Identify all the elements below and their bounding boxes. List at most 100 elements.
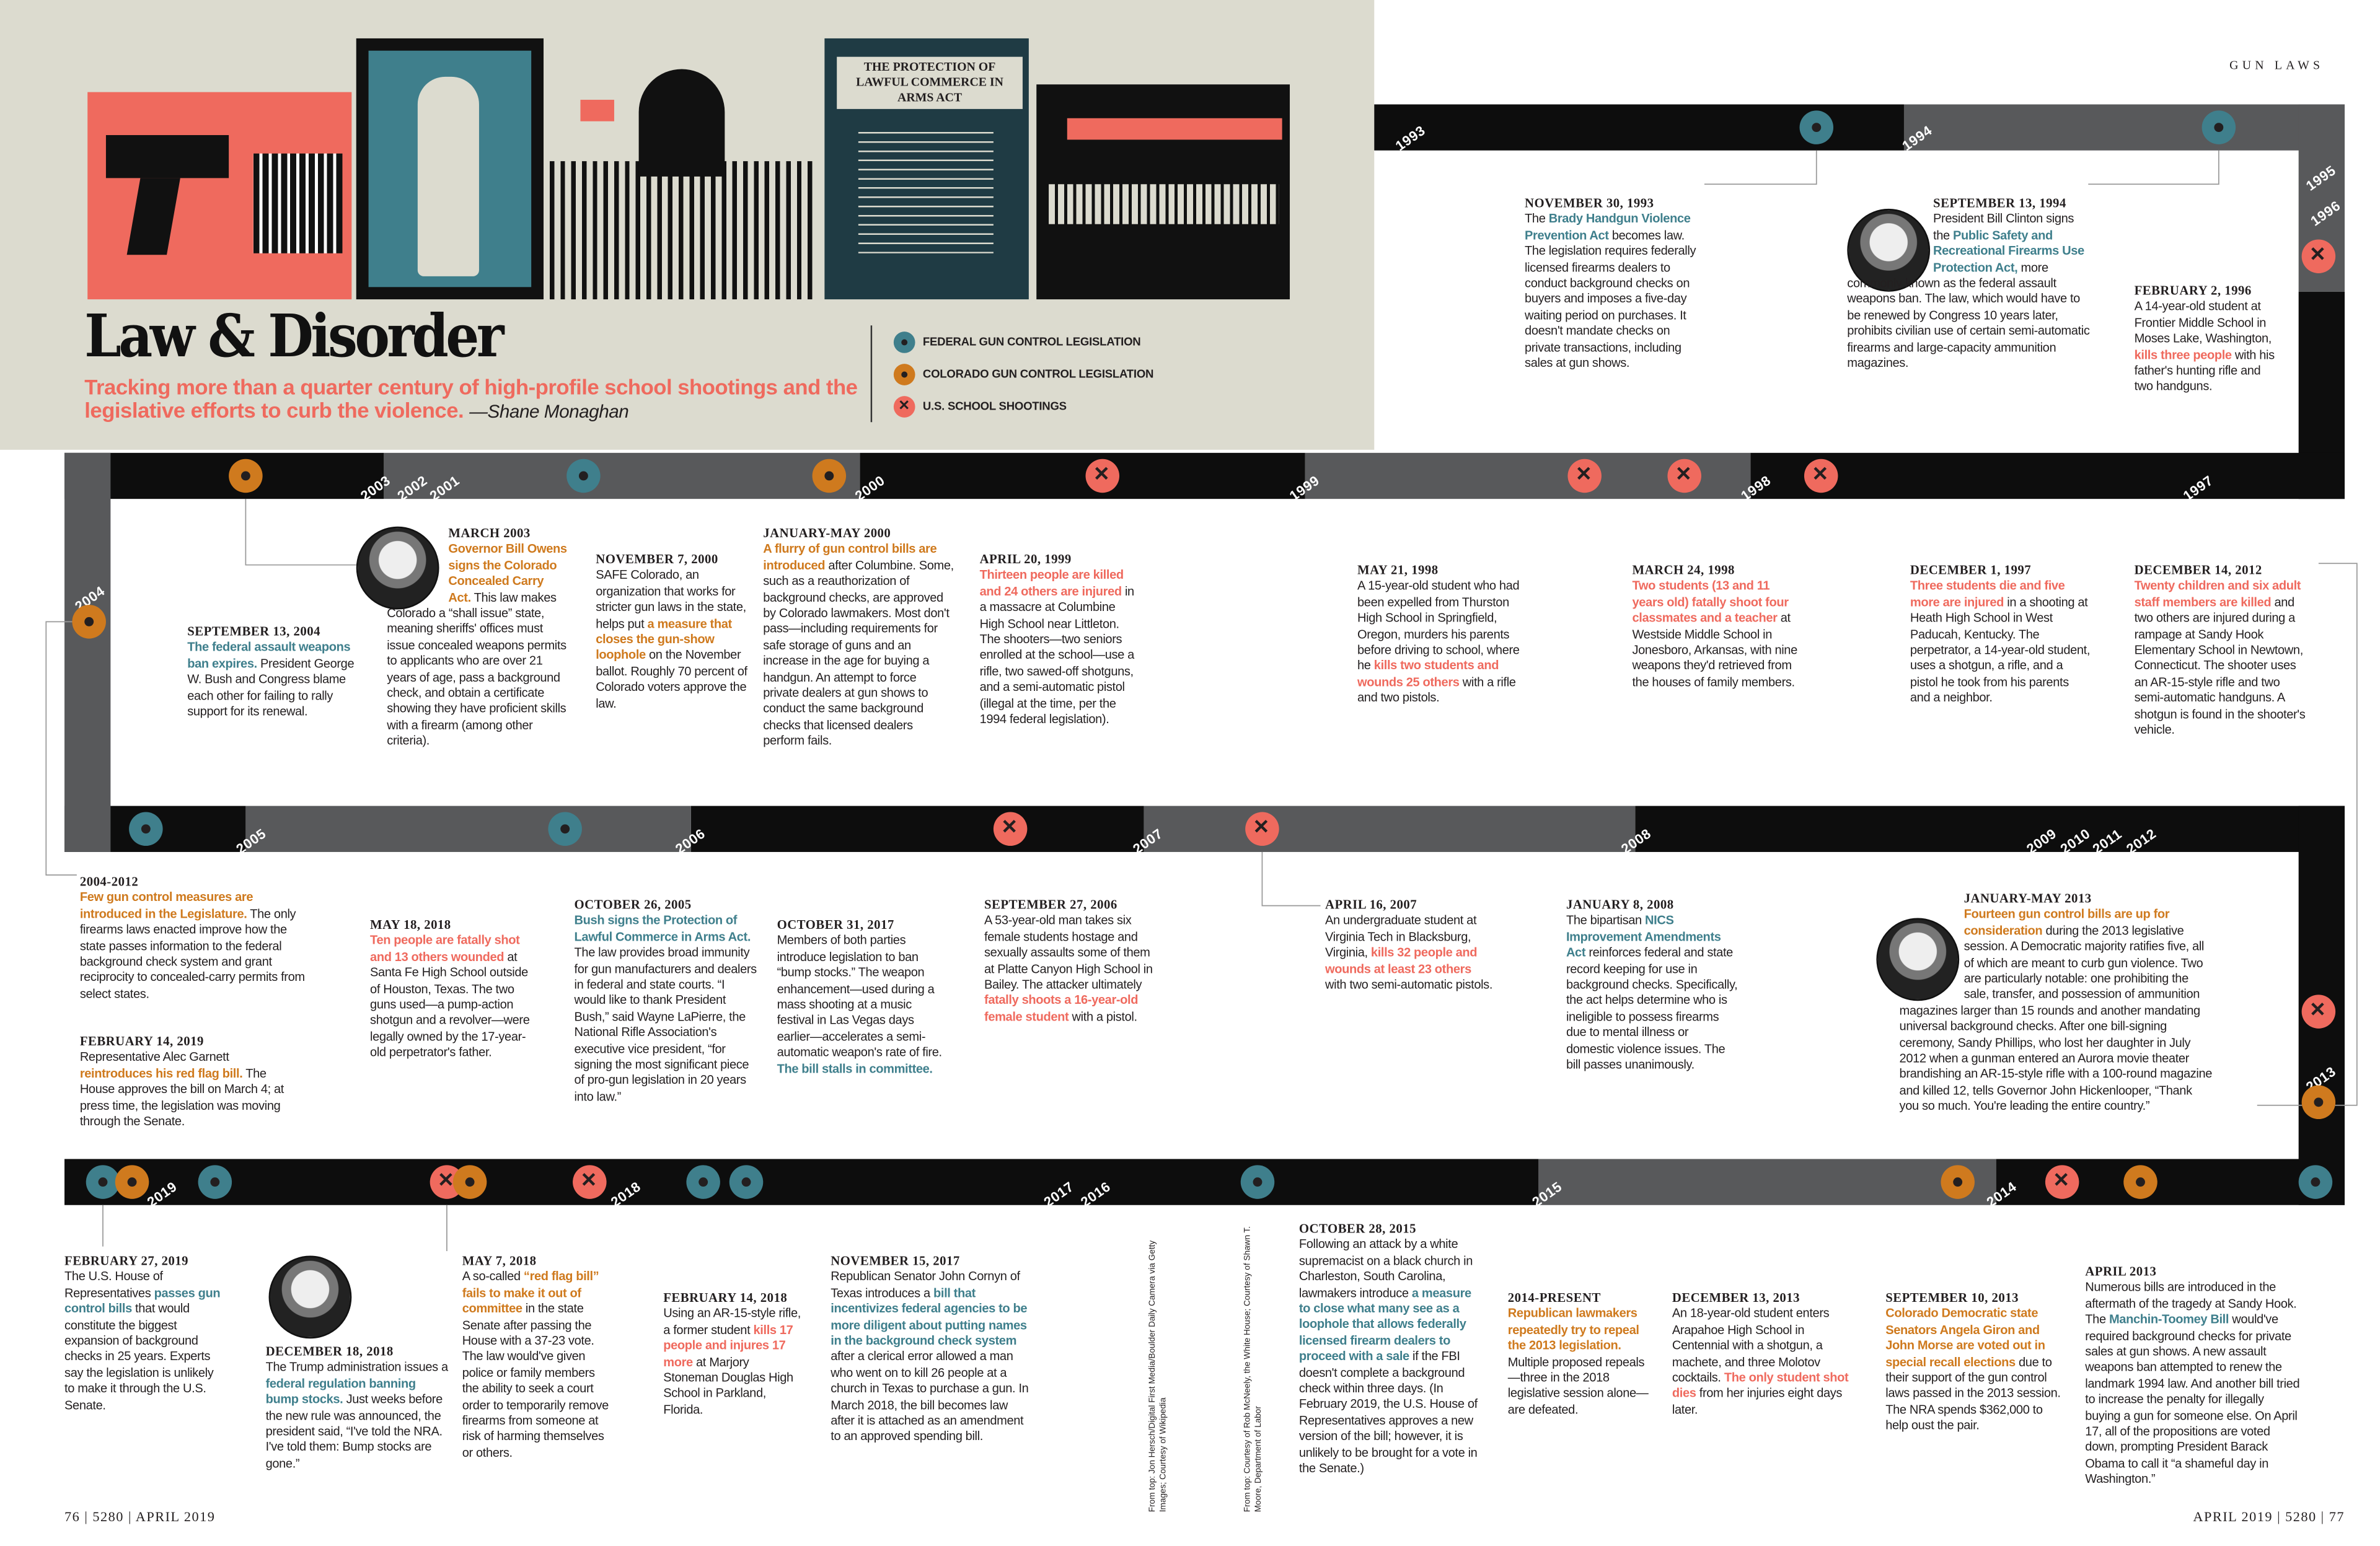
x-icon [893, 395, 915, 417]
dot-icon [893, 330, 915, 353]
event-highlight: Bush signs the Protection of Lawful Comm… [574, 914, 751, 944]
subtitle-text: Tracking more than a quarter century of … [84, 374, 858, 423]
event-highlight: Twenty children and six adult staff memb… [2134, 579, 2301, 610]
event-text: at Santa Fe High School outside of Houst… [370, 950, 530, 1060]
event-text: due to their support of the gun control … [1885, 1355, 2061, 1433]
band-segment [690, 806, 1144, 852]
book-illustration: THE PROTECTION OF LAWFUL COMMERCE IN ARM… [824, 38, 1029, 300]
event-date: JANUARY 8, 2008 [1566, 898, 1674, 912]
timeline-event: 2004-2012 Few gun control measures are in… [80, 875, 314, 1003]
timeline-event: MAY 7, 2018 A so-called “red flag bill” f… [462, 1254, 613, 1462]
timeline-event: OCTOBER 31, 2017 Members of both parties … [777, 918, 946, 1078]
event-date: DECEMBER 13, 2013 [1672, 1291, 1800, 1305]
event-text: Just weeks before the new rule was annou… [265, 1392, 443, 1470]
page-title: Law & Disorder [84, 301, 504, 371]
event-date: JANUARY-MAY 2013 [1963, 892, 2092, 906]
event-text: more commonly known as the federal assau… [1847, 260, 2090, 371]
federal-legislation-marker-icon [729, 1165, 764, 1199]
timeline-event: OCTOBER 28, 2015 Following an attack by a… [1299, 1222, 1483, 1477]
event-date: OCTOBER 28, 2015 [1298, 1222, 1417, 1236]
colorado-legislation-marker-icon [1941, 1165, 1975, 1199]
event-text: A so-called [462, 1270, 524, 1285]
event-date: JANUARY-MAY 2000 [763, 526, 891, 541]
event-text: A 53-year-old man takes six female stude… [984, 914, 1153, 992]
timeline-event: JANUARY-MAY 2000 A flurry of gun control … [763, 527, 955, 750]
event-highlight: a measure to close what many see as a lo… [1298, 1286, 1471, 1364]
band-segment [64, 1159, 1539, 1205]
event-text: This law makes Colorado a “shall issue” … [387, 590, 566, 749]
band-segment [1538, 1159, 1996, 1205]
event-date: FEBRUARY 14, 2018 [663, 1291, 788, 1305]
timeline-event: OCTOBER 26, 2005 Bush signs the Protectio… [575, 898, 759, 1105]
shooting-x-marker-icon [573, 1165, 607, 1199]
event-text: President George W. Bush and Congress bl… [187, 656, 355, 719]
event-text: An 18-year-old student enters Arapahoe H… [1672, 1307, 1830, 1385]
connector-line [1704, 150, 1817, 185]
event-date: NOVEMBER 15, 2017 [831, 1254, 960, 1268]
colorado-legislation-marker-icon [2301, 1085, 2336, 1120]
timeline-event: FEBRUARY 14, 2018 Using an AR-15-style ri… [663, 1291, 801, 1418]
band-segment [245, 806, 691, 852]
event-date: MAY 21, 1998 [1357, 563, 1439, 578]
legend-label: COLORADO GUN CONTROL LEGISLATION [922, 367, 1154, 381]
band-segment [1750, 452, 2345, 499]
event-highlight: Governor Bill Owens signs the Colorado C… [448, 542, 567, 605]
band-segment [860, 452, 1305, 499]
hero-panel: THE PROTECTION OF LAWFUL COMMERCE IN ARM… [0, 0, 1375, 450]
event-date: MARCH 2003 [448, 526, 531, 541]
legend-label: FEDERAL GUN CONTROL LEGISLATION [922, 335, 1141, 349]
event-highlight: Fourteen gun control bills are up for co… [1963, 908, 2170, 938]
dot-icon [893, 362, 915, 385]
federal-legislation-marker-icon [566, 459, 601, 493]
timeline-event: NOVEMBER 30, 1993 The Brady Handgun Viole… [1525, 196, 1706, 372]
shooting-x-marker-icon [1245, 812, 1279, 846]
band-segment [1144, 806, 1636, 852]
event-highlight: reintroduces his red flag bill. [79, 1066, 243, 1081]
federal-legislation-marker-icon [686, 1165, 720, 1199]
federal-legislation-marker-icon [2202, 110, 2236, 144]
event-highlight: Colorado Democratic state Senators Angel… [1885, 1307, 2045, 1369]
timeline-event: MAY 18, 2018 Ten people are fatally shot … [370, 918, 531, 1061]
colorado-legislation-marker-icon [229, 459, 263, 493]
event-text: during the 2013 legislative session. A D… [1899, 923, 2213, 1113]
timeline-event: APRIL 2013 Numerous bills are introduced … [2085, 1265, 2300, 1488]
timeline-event: JANUARY 8, 2008 The bipartisan NICS Impro… [1566, 898, 1738, 1074]
event-highlight: passes gun control bills [64, 1286, 221, 1316]
timeline-event: JANUARY-MAY 2013 Fourteen gun control bil… [1900, 892, 2215, 1115]
event-text: becomes law. The legislation requires fe… [1525, 228, 1696, 371]
event-highlight: NICS Improvement Amendments Act [1566, 914, 1721, 960]
event-highlight: federal regulation banning bump stocks. [265, 1376, 416, 1407]
legend-label: U.S. SCHOOL SHOOTINGS [922, 399, 1067, 413]
event-date: APRIL 20, 1999 [979, 552, 1072, 567]
event-text: Numerous bills are introduced in the aft… [2085, 1281, 2297, 1327]
event-text: with his father's hunting rifle and two … [2134, 348, 2275, 394]
event-text: on the November ballot. Roughly 70 perce… [596, 648, 747, 711]
band-segment [64, 452, 111, 852]
timeline-event: APRIL 16, 2007 An undergraduate student a… [1325, 898, 1494, 994]
event-text: The U.S. House of Representatives [64, 1270, 163, 1300]
event-date: APRIL 2013 [2085, 1265, 2157, 1279]
timeline-event: FEBRUARY 27, 2019 The U.S. House of Repre… [64, 1254, 226, 1414]
rifle-illustration [1036, 84, 1290, 300]
timeline-event: MARCH 24, 1998 Two students (13 and 11 ye… [1632, 563, 1801, 691]
photo-john-hickenlooper [1876, 918, 1960, 1001]
photo-bill-owens [356, 526, 439, 610]
connector-line [245, 499, 356, 566]
federal-legislation-marker-icon [1799, 110, 1834, 144]
band-segment [1903, 104, 2345, 151]
footer-left: 76 | 5280 | APRIL 2019 [64, 1509, 216, 1525]
event-text: An undergraduate student at Virginia Tec… [1324, 914, 1477, 960]
timeline-event: NOVEMBER 7, 2000 SAFE Colorado, an organi… [596, 553, 765, 713]
event-text: SAFE Colorado, an organization that work… [596, 568, 746, 631]
federal-legislation-marker-icon [129, 812, 163, 846]
event-highlight: Public Safety and Recreational Firearms … [1933, 228, 2084, 275]
colorado-legislation-marker-icon [72, 605, 106, 639]
event-text: The law provides broad immunity for gun … [574, 946, 757, 1104]
timeline-event: SEPTEMBER 10, 2013 Colorado Democratic st… [1885, 1291, 2066, 1434]
colorado-legislation-marker-icon [812, 459, 847, 493]
event-text: A 15-year-old student who had been expel… [1357, 579, 1520, 674]
event-text: with a pistol. [1069, 1009, 1138, 1024]
event-text: if the FBI doesn't complete a background… [1298, 1350, 1478, 1476]
event-text: that would constitute the biggest expans… [64, 1302, 214, 1412]
